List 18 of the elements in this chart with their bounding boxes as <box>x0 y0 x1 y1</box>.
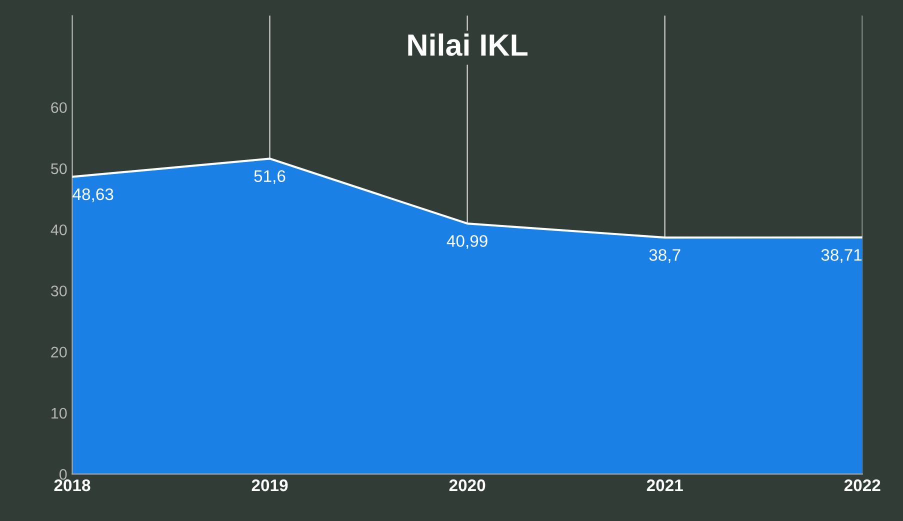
y-tick-label: 0 <box>59 468 67 480</box>
y-tick-label: 40 <box>50 224 67 236</box>
data-label: 38,7 <box>649 249 680 263</box>
data-label: 38,71 <box>821 249 862 263</box>
y-tick-label: 10 <box>52 408 67 419</box>
x-tick-label: 2020 <box>449 479 486 492</box>
y-tick-label: 50 <box>51 163 67 174</box>
x-tick-label: 2022 <box>844 479 880 492</box>
y-tick-label: 30 <box>50 286 67 296</box>
data-label: 51,6 <box>254 170 286 184</box>
x-tick-label: 2019 <box>252 479 288 492</box>
data-label: 40,99 <box>446 235 488 249</box>
x-tick-label: 2018 <box>54 479 90 492</box>
data-label: 48,63 <box>72 188 114 202</box>
y-tick-label: 20 <box>51 346 67 358</box>
y-tick-label: 60 <box>51 102 67 114</box>
chart-title: Nilai IKL <box>408 33 528 56</box>
x-tick-label: 2021 <box>646 479 683 492</box>
